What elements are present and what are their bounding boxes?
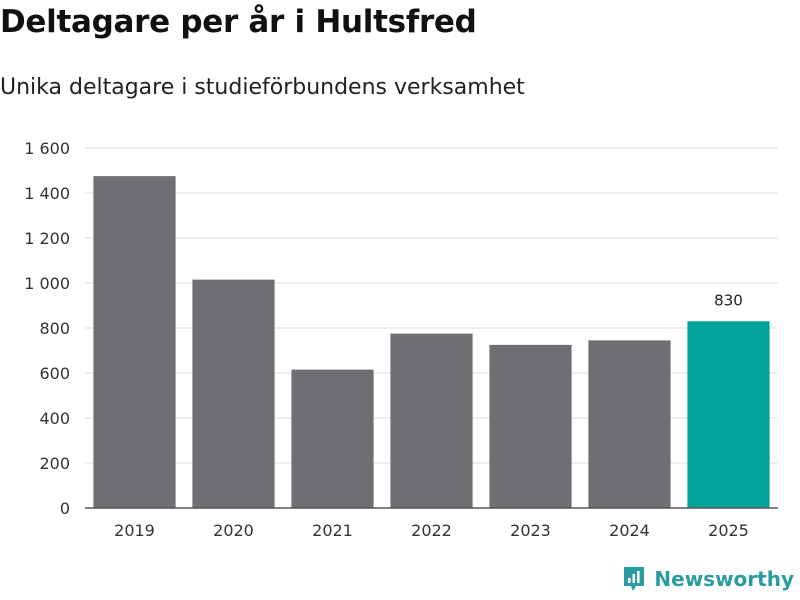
bar xyxy=(390,333,473,508)
y-tick-label: 400 xyxy=(39,409,70,428)
y-tick-label: 0 xyxy=(60,499,70,518)
y-axis-ticks: 0 200 400 600 800 1 000 1 200 1 400 1 600 xyxy=(24,139,70,518)
bar xyxy=(687,321,770,508)
y-tick-label: 1 000 xyxy=(24,274,70,293)
x-tick-label: 2025 xyxy=(708,521,749,540)
newsworthy-logo-icon xyxy=(624,567,645,591)
y-tick-label: 1 600 xyxy=(24,139,70,158)
bar xyxy=(291,369,374,508)
brand-name: Newsworthy xyxy=(654,567,794,591)
x-tick-label: 2019 xyxy=(114,521,155,540)
value-label: 830 xyxy=(714,291,743,309)
y-tick-label: 1 400 xyxy=(24,184,70,203)
bar xyxy=(192,279,275,508)
y-tick-label: 800 xyxy=(39,319,70,338)
y-tick-label: 200 xyxy=(39,454,70,473)
x-tick-label: 2021 xyxy=(312,521,353,540)
x-tick-label: 2020 xyxy=(213,521,254,540)
chart-subtitle: Unika deltagare i studieförbundens verks… xyxy=(0,75,525,100)
bar xyxy=(93,176,176,508)
bar xyxy=(489,344,572,508)
x-tick-label: 2024 xyxy=(609,521,650,540)
y-tick-label: 600 xyxy=(39,364,70,383)
bars xyxy=(93,176,770,508)
y-tick-label: 1 200 xyxy=(24,229,70,248)
brand: Newsworthy xyxy=(622,565,794,593)
value-labels: 830 xyxy=(714,291,743,309)
chart-title: Deltagare per år i Hultsfred xyxy=(0,4,477,40)
x-axis-ticks: 2019 2020 2021 2022 2023 2024 2025 xyxy=(114,521,749,540)
x-tick-label: 2022 xyxy=(411,521,452,540)
x-tick-label: 2023 xyxy=(510,521,551,540)
bar xyxy=(588,340,671,508)
